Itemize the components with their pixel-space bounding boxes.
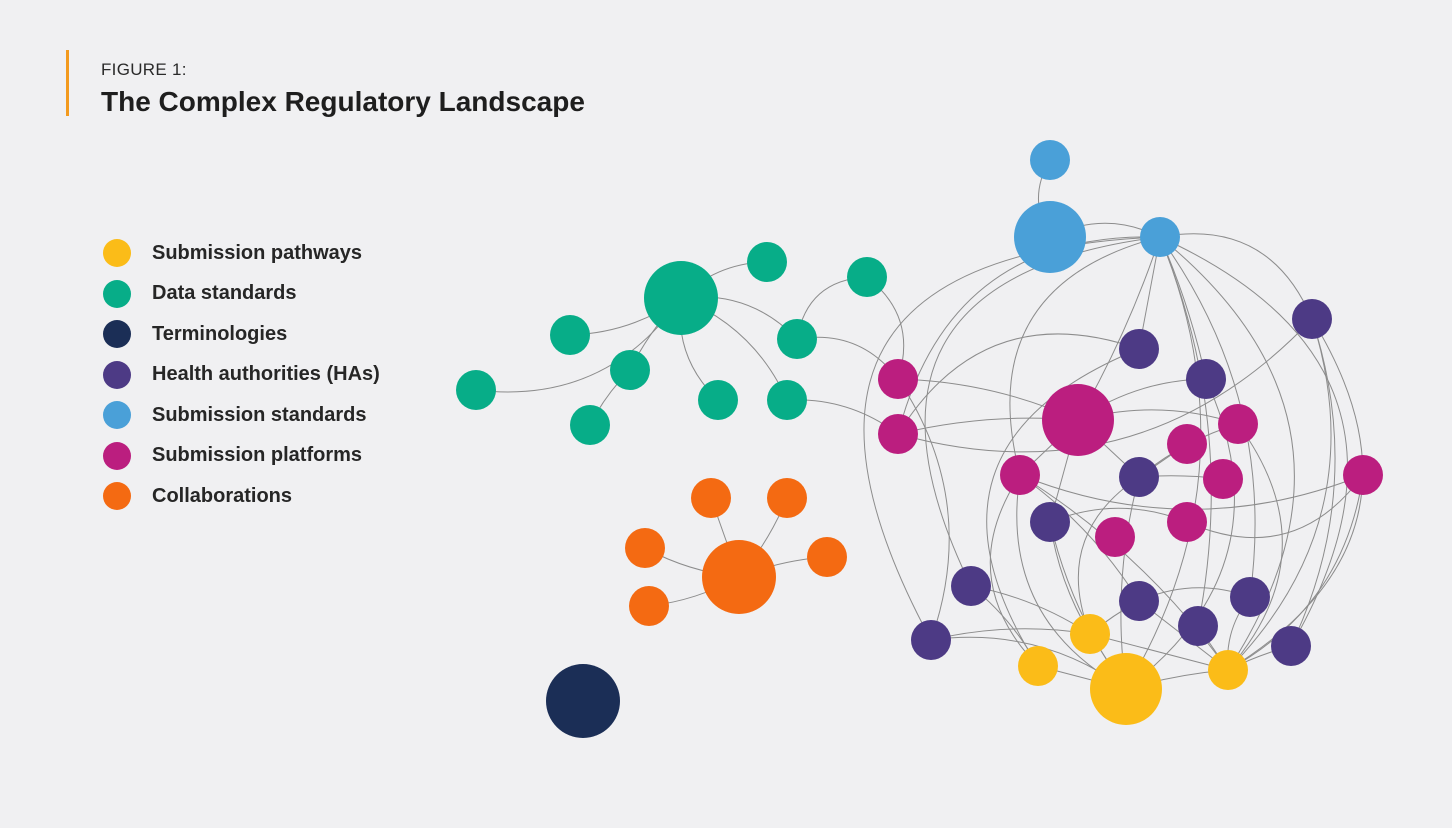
legend-dot-icon xyxy=(103,401,131,430)
legend-dot-icon xyxy=(103,482,131,511)
legend-item-submission-standards: Submission standards xyxy=(103,395,380,436)
graph-node-ha xyxy=(1292,299,1332,339)
graph-node-ha xyxy=(911,620,951,660)
legend-dot-icon xyxy=(103,441,131,470)
legend-label: Submission platforms xyxy=(152,444,363,467)
accent-bar xyxy=(66,50,69,116)
figure-label: FIGURE 1: xyxy=(101,60,187,79)
graph-edge xyxy=(986,348,1140,667)
legend-item-submission-platforms: Submission platforms xyxy=(103,436,380,477)
graph-edge xyxy=(897,236,1161,435)
graph-edge xyxy=(1227,423,1283,671)
legend-item-submission-pathways: Submission pathways xyxy=(103,233,380,274)
legend-item-health-authorities: Health authorities (HAs) xyxy=(103,355,380,396)
graph-node-data xyxy=(698,380,738,420)
graph-node-data xyxy=(570,405,610,445)
graph-node-ha xyxy=(1119,581,1159,621)
graph-node-ha xyxy=(1119,457,1159,497)
graph-node-data xyxy=(550,315,590,355)
graph-edge xyxy=(1077,476,1140,635)
graph-node-data xyxy=(777,319,817,359)
graph-node-data xyxy=(747,242,787,282)
graph-node-collab xyxy=(767,478,807,518)
graph-edge xyxy=(1159,236,1348,647)
graph-edge xyxy=(1227,318,1332,671)
graph-node-ha xyxy=(1186,359,1226,399)
graph-edge xyxy=(989,474,1039,667)
legend-item-terminologies: Terminologies xyxy=(103,314,380,355)
graph-node-subst xyxy=(1140,217,1180,257)
graph-node-plat xyxy=(1167,424,1207,464)
legend-label: Health authorities (HAs) xyxy=(152,363,380,386)
graph-edge xyxy=(1290,318,1336,647)
graph-edge xyxy=(1227,318,1364,671)
graph-node-subst xyxy=(1030,140,1070,180)
graph-node-collab xyxy=(691,478,731,518)
graph-edge xyxy=(1125,236,1202,690)
legend-label: Collaborations xyxy=(152,484,293,507)
graph-node-pathway xyxy=(1018,646,1058,686)
graph-node-plat xyxy=(878,359,918,399)
legend-label: Submission standards xyxy=(152,403,367,426)
graph-node-plat xyxy=(878,414,918,454)
graph-edge xyxy=(897,378,950,641)
graph-node-data xyxy=(847,257,887,297)
graph-node-pathway xyxy=(1090,653,1162,725)
graph-node-term xyxy=(546,664,620,738)
graph-node-plat xyxy=(1343,455,1383,495)
node-layer xyxy=(456,140,1383,738)
graph-node-collab xyxy=(702,540,776,614)
legend-dot-icon xyxy=(103,320,131,349)
legend-dot-icon xyxy=(103,239,131,268)
graph-edge xyxy=(1227,474,1364,671)
legend-label: Submission pathways xyxy=(152,241,363,264)
graph-node-ha xyxy=(951,566,991,606)
graph-node-plat xyxy=(1167,502,1207,542)
legend-item-data-standards: Data standards xyxy=(103,274,380,315)
graph-node-ha xyxy=(1230,577,1270,617)
graph-edge xyxy=(1009,236,1161,476)
graph-edge xyxy=(897,318,1313,453)
graph-node-plat xyxy=(1203,459,1243,499)
graph-node-collab xyxy=(807,537,847,577)
graph-edge xyxy=(1019,474,1140,602)
legend-dot-icon xyxy=(103,279,131,308)
graph-node-plat xyxy=(1000,455,1040,495)
graph-edge xyxy=(1159,236,1212,627)
legend-label: Terminologies xyxy=(152,322,288,345)
graph-node-ha xyxy=(1030,502,1070,542)
graph-edge xyxy=(1186,474,1364,539)
graph-node-ha xyxy=(1119,329,1159,369)
graph-node-data xyxy=(456,370,496,410)
legend: Submission pathways Data standards Termi… xyxy=(103,233,380,517)
graph-node-plat xyxy=(1218,404,1258,444)
graph-edge xyxy=(897,333,1140,435)
graph-node-collab xyxy=(629,586,669,626)
graph-node-ha xyxy=(1178,606,1218,646)
legend-dot-icon xyxy=(103,360,131,389)
graph-node-data xyxy=(644,261,718,335)
graph-edge xyxy=(1159,236,1207,380)
legend-item-collaborations: Collaborations xyxy=(103,476,380,517)
graph-node-plat xyxy=(1042,384,1114,456)
graph-node-data xyxy=(610,350,650,390)
graph-node-pathway xyxy=(1208,650,1248,690)
graph-node-subst xyxy=(1014,201,1086,273)
graph-node-data xyxy=(767,380,807,420)
graph-edge xyxy=(1159,233,1313,320)
graph-node-plat xyxy=(1095,517,1135,557)
graph-node-ha xyxy=(1271,626,1311,666)
figure-title: The Complex Regulatory Landscape xyxy=(101,86,585,117)
legend-label: Data standards xyxy=(152,282,297,305)
graph-node-collab xyxy=(625,528,665,568)
graph-node-pathway xyxy=(1070,614,1110,654)
